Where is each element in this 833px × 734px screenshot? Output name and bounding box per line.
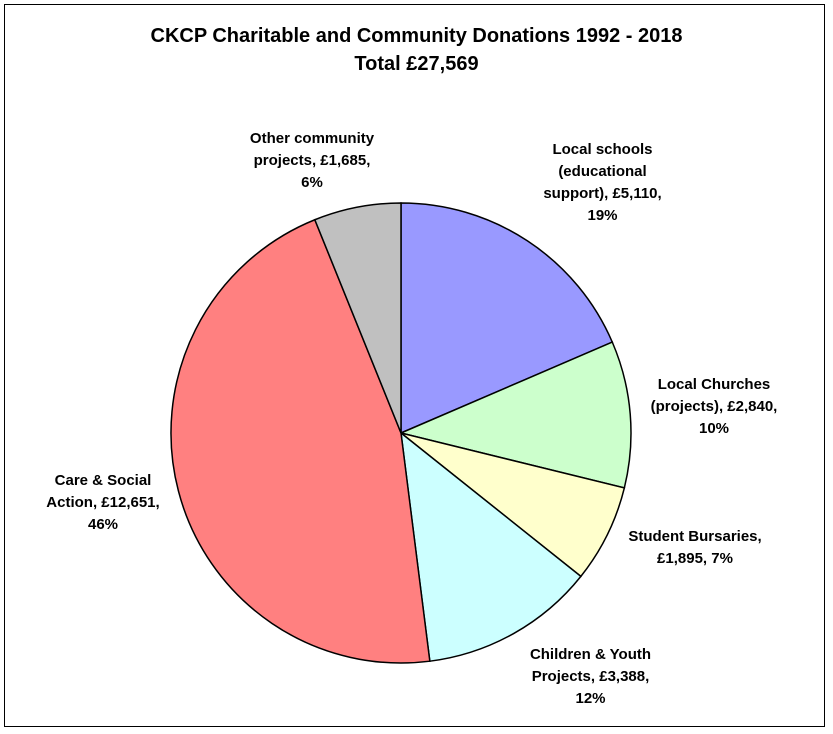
slice-label-care-social: Care & Social Action, £12,651, 46%: [28, 470, 178, 536]
slice-label-other-community: Other community projects, £1,685, 6%: [232, 128, 392, 194]
slice-label-line: Local Churches: [657, 376, 771, 393]
pie-slice-care-social: [170, 218, 431, 664]
slice-label-children-youth: Children & Youth Projects, £3,388, 12%: [508, 644, 673, 710]
slice-label-line: support), £5,110,: [543, 185, 662, 202]
chart-subtitle: Total £27,569: [354, 53, 479, 75]
slice-label-line: (projects), £2,840,: [650, 398, 778, 415]
pie-slice-other-community: [313, 202, 402, 434]
pie-slice-children-youth: [400, 431, 582, 663]
slice-label-line: Action, £12,651,: [46, 494, 160, 511]
slice-label-line: Other community: [249, 130, 375, 147]
slice-label-line: Projects, £3,388,: [531, 668, 650, 685]
slice-label-line: 12%: [575, 690, 606, 707]
slice-label-line: Student Bursaries,: [628, 528, 762, 545]
slice-label-line: 6%: [301, 174, 323, 191]
slice-label-line: £1,895, 7%: [657, 550, 733, 567]
slice-label-local-churches: Local Churches (projects), £2,840, 10%: [628, 374, 800, 440]
pie-slice-local-churches: [398, 341, 632, 489]
slice-label-line: Local schools: [552, 141, 653, 158]
pie-slice-local-schools: [400, 202, 614, 435]
slice-label-line: 19%: [587, 207, 618, 224]
slice-label-line: projects, £1,685,: [253, 152, 371, 169]
slice-label-line: 10%: [698, 420, 730, 437]
chart-title: CKCP Charitable and Community Donations …: [150, 25, 683, 47]
slice-label-local-schools: Local schools (educational support), £5,…: [520, 139, 685, 227]
slice-label-line: Care & Social: [54, 472, 152, 489]
slice-label-line: (educational: [558, 163, 647, 180]
slice-label-line: 46%: [87, 516, 119, 533]
slice-label-line: Children & Youth: [529, 646, 652, 663]
slice-label-student-bursaries: Student Bursaries, £1,895, 7%: [610, 526, 780, 570]
